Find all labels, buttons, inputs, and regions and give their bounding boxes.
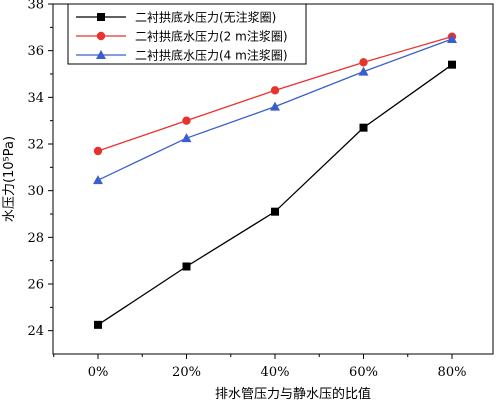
x-tick-label: 60% [349,365,378,380]
series-1 [94,60,456,329]
legend-label: 二衬拱底水压力(4 m注浆圈) [135,48,288,63]
data-point-square [94,320,102,329]
data-point-triangle [181,133,192,143]
legend-item: 二衬拱底水压力(2 m注浆圈) [76,29,288,44]
legend-label: 二衬拱底水压力(无注浆圈) [135,10,276,25]
data-point-square [97,13,105,21]
x-axis-ticks: 0% 20% 40% 60% 80% [53,354,467,380]
legend-label: 二衬拱底水压力(2 m注浆圈) [135,29,288,44]
x-axis-title: 排水管压力与静水压的比值 [215,386,371,402]
x-tick-label: 20% [172,365,201,380]
y-axis-title: 水压力(10⁵Pa) [2,136,17,222]
data-point-square [448,60,456,69]
data-point-square [359,123,368,132]
data-point-triangle [447,34,457,43]
data-point-circle [93,146,103,156]
y-tick-label: 28 [27,231,44,246]
x-tick-label: 0% [88,365,109,380]
legend: 二衬拱底水压力(无注浆圈) 二衬拱底水压力(2 m注浆圈) 二衬拱底水压力(4 m注… [67,3,307,65]
legend-item: 二衬拱底水压力(4 m注浆圈) [76,48,288,63]
data-point-triangle [358,66,369,76]
data-point-triangle [270,101,280,111]
y-tick-label: 34 [27,91,44,106]
y-tick-label: 36 [27,44,44,59]
x-tick-label: 80% [438,365,467,380]
data-point-circle [270,86,280,95]
data-point-circle [96,31,106,41]
y-tick-label: 24 [27,324,44,339]
x-tick-label: 40% [261,365,290,380]
y-tick-label: 26 [27,278,44,293]
data-point-circle [182,116,191,125]
data-point-square [182,262,191,271]
data-point-square [271,207,279,216]
series-layer [93,32,457,329]
y-tick-label: 38 [27,0,44,13]
data-point-circle [359,58,368,67]
y-axis-ticks: 24 26 28 30 32 34 36 38 [27,0,53,339]
data-point-triangle [96,50,106,59]
y-tick-label: 30 [27,184,44,199]
series-3 [93,34,457,185]
legend-box [67,3,307,65]
data-point-triangle [93,175,103,185]
y-tick-label: 32 [27,138,44,153]
legend-item: 二衬拱底水压力(无注浆圈) [76,10,276,25]
